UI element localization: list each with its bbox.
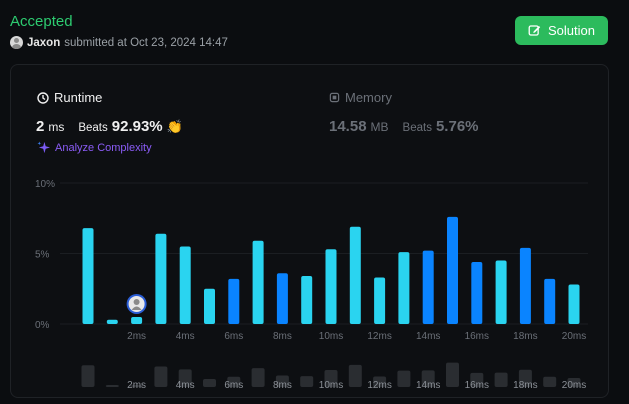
chart-bar bbox=[252, 240, 264, 324]
chart-bar bbox=[447, 216, 458, 324]
overview-bar bbox=[446, 362, 459, 387]
x-tick-label: 6ms bbox=[224, 331, 243, 342]
chart-bar bbox=[519, 247, 531, 324]
memory-unit: MB bbox=[370, 120, 389, 134]
performance-card: Runtime Memory 2 ms Beats 92.93% 👏 14.58… bbox=[10, 64, 609, 398]
chart-bar bbox=[495, 260, 507, 324]
memory-stats: 14.58 MB Beats 5.76% bbox=[329, 118, 479, 135]
overview-tick-label: 6ms bbox=[224, 380, 243, 391]
overview-bar bbox=[251, 368, 265, 387]
edit-icon bbox=[528, 25, 541, 36]
y-tick-label: 5% bbox=[35, 250, 50, 261]
overview-bar bbox=[494, 372, 508, 387]
overview-bar bbox=[130, 385, 144, 387]
analyze-complexity-label: Analyze Complexity bbox=[55, 141, 152, 154]
submission-status: Accepted bbox=[10, 13, 73, 30]
chart-bar bbox=[568, 284, 580, 324]
memory-tab[interactable]: Memory bbox=[329, 90, 392, 105]
overview-tick-label: 18ms bbox=[513, 380, 537, 391]
chart-bar bbox=[82, 228, 94, 324]
memory-beats-label: Beats bbox=[402, 122, 432, 134]
username[interactable]: Jaxon bbox=[27, 36, 61, 49]
overview-bar bbox=[300, 376, 314, 387]
y-tick-label: 10% bbox=[35, 179, 55, 190]
overview-bar bbox=[397, 370, 411, 387]
clock-icon bbox=[37, 91, 49, 104]
user-marker-head bbox=[133, 298, 140, 305]
overview-bar bbox=[178, 369, 192, 387]
overview-bar bbox=[518, 369, 532, 387]
chart-bar bbox=[349, 226, 361, 324]
overview-bar bbox=[227, 376, 241, 387]
overview-bar bbox=[470, 372, 484, 387]
overview-tick-label: 10ms bbox=[319, 380, 343, 391]
runtime-title: Runtime bbox=[54, 90, 103, 105]
solution-button-label: Solution bbox=[548, 23, 595, 38]
overview-tick-label: 8ms bbox=[273, 380, 292, 391]
chart-bar bbox=[544, 278, 556, 324]
chart-bar bbox=[276, 273, 288, 324]
overview-tick-label: 12ms bbox=[367, 380, 391, 391]
chart-bar bbox=[155, 233, 167, 324]
runtime-value: 2 bbox=[36, 118, 45, 135]
submitter-info: Jaxon submitted at Oct 23, 2024 14:47 bbox=[10, 36, 228, 49]
memory-chip-icon bbox=[329, 92, 340, 103]
x-tick-label: 18ms bbox=[513, 331, 537, 342]
overview-tick-label: 20ms bbox=[562, 380, 586, 391]
overview-tick-label: 14ms bbox=[416, 380, 440, 391]
x-tick-label: 14ms bbox=[416, 331, 440, 342]
overview-tick-label: 2ms bbox=[127, 380, 146, 391]
overview-bar bbox=[105, 385, 119, 387]
overview-bar bbox=[203, 379, 216, 387]
runtime-unit: ms bbox=[48, 120, 65, 134]
x-tick-label: 12ms bbox=[367, 331, 391, 342]
chart-bar bbox=[325, 249, 337, 324]
chart-bar bbox=[301, 276, 313, 324]
overview-bar bbox=[154, 366, 168, 387]
x-tick-label: 2ms bbox=[127, 331, 146, 342]
overview-bar bbox=[567, 378, 581, 387]
runtime-beats-percent: 92.93% bbox=[111, 118, 163, 135]
memory-title: Memory bbox=[345, 90, 392, 105]
sparkle-icon bbox=[37, 141, 50, 154]
avatar[interactable] bbox=[10, 36, 23, 49]
chart-bar bbox=[398, 252, 410, 324]
runtime-stats: 2 ms Beats 92.93% 👏 bbox=[36, 118, 183, 135]
chart-bar bbox=[204, 288, 215, 324]
x-tick-label: 4ms bbox=[176, 331, 195, 342]
y-tick-label: 0% bbox=[35, 320, 50, 331]
overview-bar bbox=[275, 375, 289, 387]
submitted-timestamp: submitted at Oct 23, 2024 14:47 bbox=[64, 36, 228, 49]
overview-bar bbox=[81, 365, 95, 387]
chart-bar bbox=[422, 250, 434, 324]
chart-bar bbox=[374, 277, 386, 324]
overview-bar bbox=[324, 370, 338, 387]
chart-bar bbox=[179, 246, 191, 324]
x-tick-label: 8ms bbox=[273, 331, 292, 342]
overview-tick-label: 16ms bbox=[465, 380, 489, 391]
analyze-complexity-link[interactable]: Analyze Complexity bbox=[37, 141, 152, 154]
chart-bar bbox=[471, 261, 483, 324]
memory-value: 14.58 bbox=[329, 118, 367, 135]
x-tick-label: 16ms bbox=[465, 331, 489, 342]
clap-icon[interactable]: 👏 bbox=[166, 119, 183, 134]
chart-bar bbox=[228, 278, 240, 324]
x-tick-label: 20ms bbox=[562, 331, 586, 342]
overview-bar bbox=[421, 370, 435, 387]
overview-bar bbox=[348, 364, 362, 387]
runtime-tab[interactable]: Runtime bbox=[37, 90, 102, 105]
chart-bar bbox=[106, 319, 118, 324]
memory-beats-percent: 5.76% bbox=[435, 118, 479, 135]
user-marker-body bbox=[131, 306, 142, 310]
runtime-beats-label: Beats bbox=[78, 122, 108, 134]
overview-tick-label: 4ms bbox=[176, 380, 195, 391]
overview-bar bbox=[543, 376, 557, 387]
overview-bar bbox=[373, 376, 387, 387]
x-tick-label: 10ms bbox=[319, 331, 343, 342]
solution-button[interactable]: Solution bbox=[515, 16, 608, 45]
chart-bar bbox=[131, 316, 143, 324]
